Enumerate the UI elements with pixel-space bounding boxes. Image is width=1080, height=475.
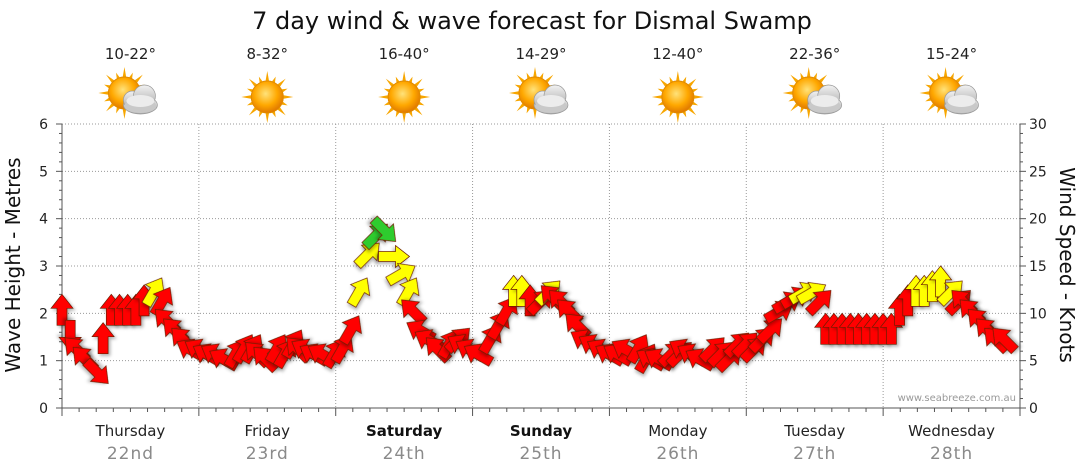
cloud-shape xyxy=(533,84,569,115)
right-tick-label: 15 xyxy=(1029,259,1047,275)
right-tick-label: 5 xyxy=(1029,354,1038,370)
temperature-label: 22-36° xyxy=(789,45,840,63)
sun-ray xyxy=(675,71,680,83)
day-name-label: Wednesday xyxy=(908,422,995,440)
left-axis-label: Wave Height - Metres xyxy=(1,157,25,372)
day-name-label: Tuesday xyxy=(783,422,845,440)
sun-icon xyxy=(241,71,294,123)
left-tick-label: 3 xyxy=(39,259,48,275)
day-name-label: Friday xyxy=(245,422,291,440)
sun-ray xyxy=(402,71,407,83)
sun-disc xyxy=(661,80,695,114)
partly-cloudy-icon xyxy=(782,67,843,119)
sun-ray xyxy=(533,67,537,79)
sun-ray xyxy=(919,91,931,95)
daily-forecast: 10-22° 8-32° 16-40° 14-29° 12-40° 22-36° 15-24… xyxy=(98,45,979,123)
sun-ray xyxy=(675,111,680,123)
temperature-label: 16-40° xyxy=(379,45,430,63)
left-tick-label: 5 xyxy=(39,164,48,180)
sun-disc xyxy=(387,80,421,114)
sun-ray xyxy=(692,95,704,99)
sun-ray xyxy=(943,67,948,79)
temperature-label: 10-22° xyxy=(105,45,156,63)
sun-ray xyxy=(806,67,811,79)
day-date-label: 26th xyxy=(656,444,699,464)
day-date-label: 24th xyxy=(383,444,426,464)
temperature-label: 8-32° xyxy=(247,45,289,63)
left-tick-label: 2 xyxy=(39,306,48,322)
sun-ray xyxy=(806,107,811,119)
temperature-label: 12-40° xyxy=(652,45,703,63)
day-name-label: Sunday xyxy=(510,422,573,440)
sun-ray xyxy=(282,95,294,99)
partly-cloudy-icon xyxy=(509,67,569,119)
right-tick-label: 20 xyxy=(1029,212,1047,228)
sun-ray xyxy=(651,95,663,99)
day-date-label: 27th xyxy=(793,444,836,464)
temperature-label: 15-24° xyxy=(926,45,977,63)
sun-ray xyxy=(509,91,521,95)
watermark: www.seabreeze.com.au xyxy=(898,393,1016,404)
partly-cloudy-icon xyxy=(919,67,979,119)
sun-ray xyxy=(943,107,948,119)
right-tick-label: 0 xyxy=(1029,401,1038,417)
wind-arrow xyxy=(346,277,371,308)
left-tick-label: 0 xyxy=(39,401,48,417)
sun-ray xyxy=(122,67,127,79)
day-date-label: 25th xyxy=(519,444,562,464)
left-tick-label: 4 xyxy=(39,212,48,228)
right-axis-label: Wind Speed - Knots xyxy=(1055,167,1079,363)
day-name-label: Monday xyxy=(648,422,707,440)
sun-ray xyxy=(402,111,407,123)
cloud-shape xyxy=(807,84,843,115)
cloud-shape xyxy=(944,84,979,115)
sun-ray xyxy=(241,95,253,99)
day-labels: Thursday 22nd Friday 23rd Saturday 24th Sunday… xyxy=(95,422,996,464)
wind-arrow xyxy=(804,290,832,317)
sun-ray xyxy=(419,95,431,99)
wind-arrows xyxy=(50,215,1019,384)
sun-ray xyxy=(98,91,110,95)
wind-arrow xyxy=(50,293,74,326)
sun-ray xyxy=(782,91,794,95)
sun-icon xyxy=(378,71,431,123)
wind-arrow xyxy=(353,242,380,270)
wind-arrow xyxy=(91,322,115,355)
day-date-label: 22nd xyxy=(107,444,154,464)
left-tick-label: 1 xyxy=(39,354,48,370)
day-date-label: 28th xyxy=(930,444,973,464)
cloud-shape xyxy=(123,84,158,115)
left-tick-label: 6 xyxy=(39,117,48,133)
partly-cloudy-icon xyxy=(98,67,158,119)
sun-ray xyxy=(533,107,537,119)
sun-ray xyxy=(265,71,270,83)
chart-title: 7 day wind & wave forecast for Dismal Sw… xyxy=(252,7,812,35)
sun-ray xyxy=(265,111,270,123)
wind-arrow xyxy=(369,215,397,242)
day-name-label: Saturday xyxy=(366,422,443,440)
sun-ray xyxy=(122,107,127,119)
wind-arrow xyxy=(338,315,362,346)
wind-arrow xyxy=(82,357,109,384)
temperature-label: 14-29° xyxy=(515,45,566,63)
sun-icon xyxy=(651,71,704,123)
grid-lines xyxy=(62,123,1020,408)
sun-disc xyxy=(250,80,284,114)
day-date-label: 23rd xyxy=(246,444,289,464)
right-tick-label: 30 xyxy=(1029,117,1047,133)
right-tick-label: 25 xyxy=(1029,164,1047,180)
wind-arrow xyxy=(378,244,411,269)
axes: 0 1 2 3 4 5 6 0 5 10 15 20 25 30 xyxy=(39,117,1047,417)
day-name-label: Thursday xyxy=(95,422,166,440)
wind-arrow xyxy=(755,318,783,345)
right-tick-label: 10 xyxy=(1029,306,1047,322)
wind-arrow xyxy=(992,327,1019,355)
sun-ray xyxy=(378,95,390,99)
